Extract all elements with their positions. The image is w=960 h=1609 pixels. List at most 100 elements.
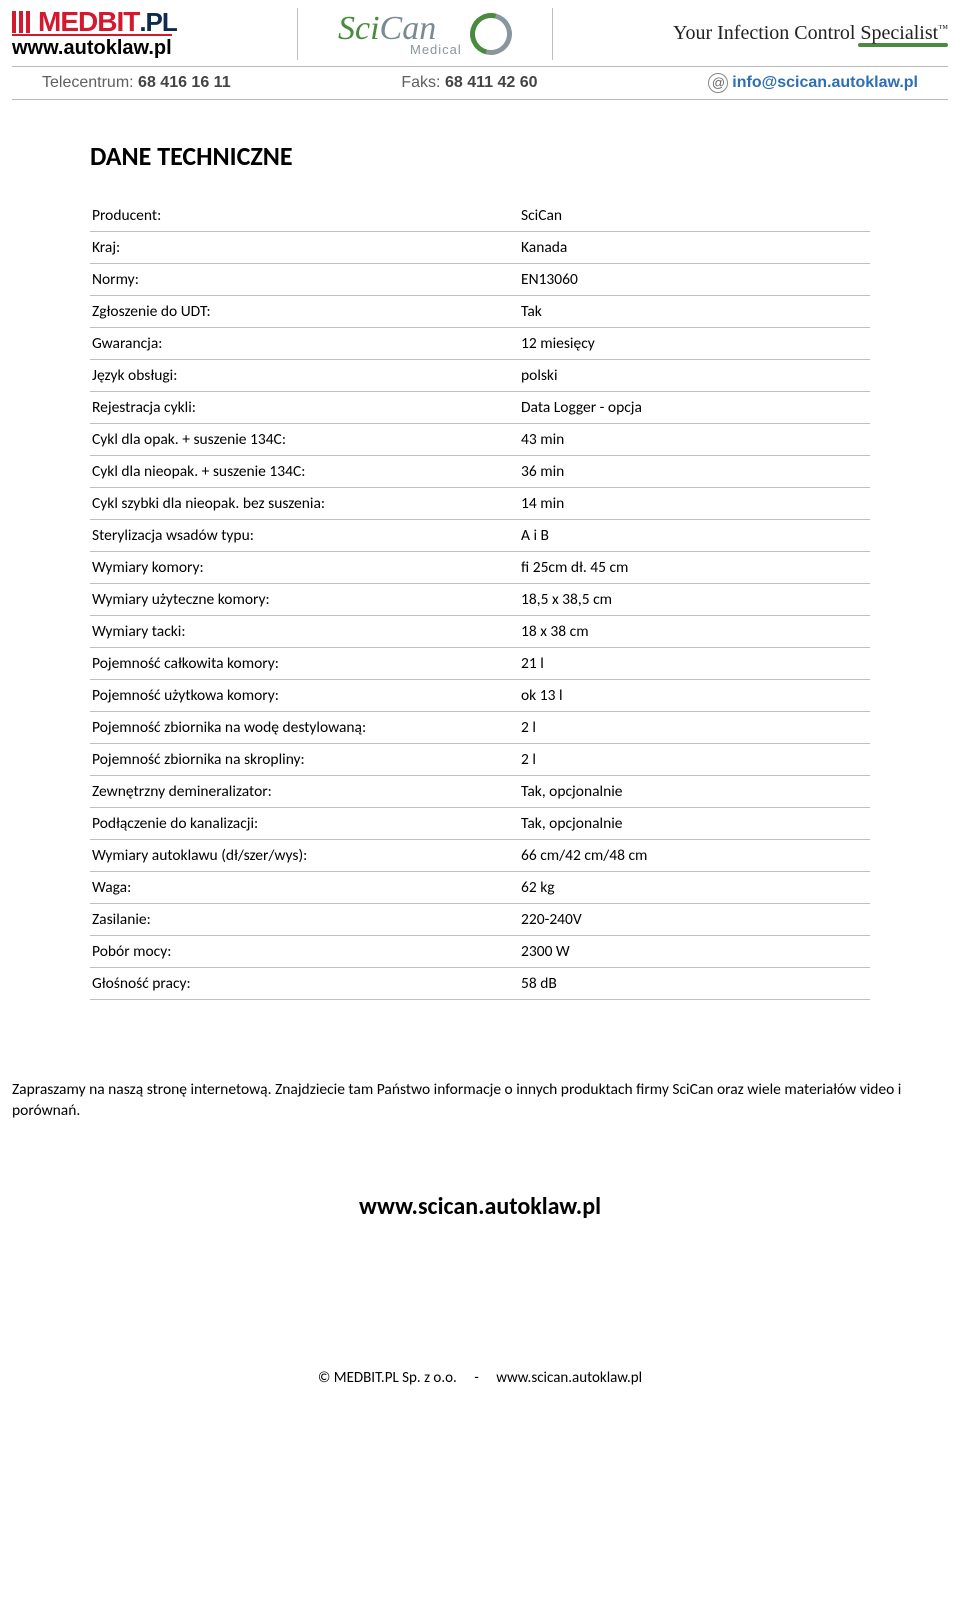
spec-row: Pojemność całkowita komory:21 l <box>90 648 870 680</box>
spec-row: Kraj:Kanada <box>90 232 870 264</box>
spec-value: 21 l <box>519 648 870 680</box>
spec-value: 18,5 x 38,5 cm <box>519 584 870 616</box>
scican-subtext: Medical <box>410 42 462 57</box>
spec-row: Waga:62 kg <box>90 872 870 904</box>
scican-sci: Sci <box>338 10 380 47</box>
spec-row: Wymiary użyteczne komory:18,5 x 38,5 cm <box>90 584 870 616</box>
spec-label: Wymiary autoklawu (dł/szer/wys): <box>90 840 519 872</box>
spec-value: 12 miesięcy <box>519 328 870 360</box>
footer-url: www.scican.autoklaw.pl <box>496 1369 642 1387</box>
spec-value: A i B <box>519 520 870 552</box>
spec-value: polski <box>519 360 870 392</box>
footer-copyright: © MEDBIT.PL Sp. z o.o. <box>318 1369 457 1387</box>
page-header: MEDBIT.PL www.autoklaw.pl SciCan Medical… <box>0 0 960 100</box>
footer-sep: - <box>474 1369 479 1387</box>
logo-row: MEDBIT.PL www.autoklaw.pl SciCan Medical… <box>12 8 948 66</box>
spec-row: Zewnętrzny demineralizator:Tak, opcjonal… <box>90 776 870 808</box>
contact-row: Telecentrum: 68 416 16 11 Faks: 68 411 4… <box>12 66 948 100</box>
spec-value: 43 min <box>519 424 870 456</box>
medbit-tld: .PL <box>139 7 176 37</box>
spec-label: Zasilanie: <box>90 904 519 936</box>
spec-value: Tak, opcjonalnie <box>519 776 870 808</box>
spec-row: Wymiary autoklawu (dł/szer/wys):66 cm/42… <box>90 840 870 872</box>
spec-label: Waga: <box>90 872 519 904</box>
spec-label: Zewnętrzny demineralizator: <box>90 776 519 808</box>
spec-row: Cykl szybki dla nieopak. bez suszenia:14… <box>90 488 870 520</box>
spec-value: 66 cm/42 cm/48 cm <box>519 840 870 872</box>
faks-label: Faks: <box>401 74 440 91</box>
spec-value: Tak, opcjonalnie <box>519 808 870 840</box>
spec-label: Producent: <box>90 200 519 232</box>
email-block: @info@scican.autoklaw.pl <box>708 73 918 93</box>
spec-label: Gwarancja: <box>90 328 519 360</box>
spec-value: SciCan <box>519 200 870 232</box>
tagline: Your Infection Control Specialist™ <box>673 22 948 47</box>
big-url: www.scican.autoklaw.pl <box>10 1192 950 1221</box>
spec-value: ok 13 l <box>519 680 870 712</box>
spec-label: Normy: <box>90 264 519 296</box>
spec-row: Pojemność zbiornika na wodę destylowaną:… <box>90 712 870 744</box>
telecentrum-label: Telecentrum: <box>42 74 134 91</box>
page-footer: © MEDBIT.PL Sp. z o.o. - www.scican.auto… <box>0 1361 960 1411</box>
spec-row: Sterylizacja wsadów typu:A i B <box>90 520 870 552</box>
medbit-bars-icon <box>12 11 34 33</box>
spec-value: Data Logger - opcja <box>519 392 870 424</box>
spec-row: Producent:SciCan <box>90 200 870 232</box>
spec-value: 2 l <box>519 744 870 776</box>
page-title: DANE TECHNICZNE <box>90 140 870 172</box>
medbit-logo-block: MEDBIT.PL www.autoklaw.pl <box>12 8 177 60</box>
spec-row: Pojemność użytkowa komory:ok 13 l <box>90 680 870 712</box>
spec-label: Wymiary komory: <box>90 552 519 584</box>
spec-value: Kanada <box>519 232 870 264</box>
closing-text: Zapraszamy na naszą stronę internetową. … <box>10 1080 950 1122</box>
spec-value: 62 kg <box>519 872 870 904</box>
spec-row: Głośność pracy:58 dB <box>90 968 870 1000</box>
medbit-brand-text: MEDBIT <box>38 6 139 37</box>
spec-label: Pojemność zbiornika na wodę destylowaną: <box>90 712 519 744</box>
spec-label: Rejestracja cykli: <box>90 392 519 424</box>
medbit-url: www.autoklaw.pl <box>12 34 172 60</box>
spec-value: 36 min <box>519 456 870 488</box>
spec-value: 220-240V <box>519 904 870 936</box>
spec-value: EN13060 <box>519 264 870 296</box>
at-icon: @ <box>708 73 728 93</box>
spec-row: Zgłoszenie do UDT:Tak <box>90 296 870 328</box>
telecentrum-value: 68 416 16 11 <box>138 74 231 91</box>
spec-row: Język obsługi:polski <box>90 360 870 392</box>
tagline-tm: ™ <box>938 23 948 34</box>
spec-row: Normy:EN13060 <box>90 264 870 296</box>
scican-logo-block: SciCan Medical <box>297 8 553 60</box>
spec-row: Wymiary komory:fi 25cm dł. 45 cm <box>90 552 870 584</box>
faks: Faks: 68 411 42 60 <box>401 74 537 92</box>
spec-value: Tak <box>519 296 870 328</box>
medbit-logo: MEDBIT.PL <box>12 8 177 36</box>
email-address: info@scican.autoklaw.pl <box>732 74 918 91</box>
spec-row: Rejestracja cykli:Data Logger - opcja <box>90 392 870 424</box>
spec-row: Gwarancja:12 miesięcy <box>90 328 870 360</box>
spec-value: 2 l <box>519 712 870 744</box>
spec-label: Wymiary tacki: <box>90 616 519 648</box>
spec-row: Podłączenie do kanalizacji:Tak, opcjonal… <box>90 808 870 840</box>
spec-label: Cykl dla opak. + suszenie 134C: <box>90 424 519 456</box>
spec-label: Cykl dla nieopak. + suszenie 134C: <box>90 456 519 488</box>
closing-block: Zapraszamy na naszą stronę internetową. … <box>0 1080 960 1221</box>
spec-row: Pojemność zbiornika na skropliny:2 l <box>90 744 870 776</box>
spec-value: 18 x 38 cm <box>519 616 870 648</box>
spec-label: Cykl szybki dla nieopak. bez suszenia: <box>90 488 519 520</box>
scican-wordmark: SciCan Medical <box>338 12 462 57</box>
page-body: DANE TECHNICZNE Producent:SciCanKraj:Kan… <box>0 100 960 1020</box>
spec-value: fi 25cm dł. 45 cm <box>519 552 870 584</box>
spec-row: Zasilanie:220-240V <box>90 904 870 936</box>
spec-label: Kraj: <box>90 232 519 264</box>
spec-label: Głośność pracy: <box>90 968 519 1000</box>
spec-value: 14 min <box>519 488 870 520</box>
spec-row: Pobór mocy:2300 W <box>90 936 870 968</box>
spec-label: Pojemność całkowita komory: <box>90 648 519 680</box>
spec-label: Podłączenie do kanalizacji: <box>90 808 519 840</box>
spec-label: Wymiary użyteczne komory: <box>90 584 519 616</box>
spec-label: Pobór mocy: <box>90 936 519 968</box>
spec-table: Producent:SciCanKraj:KanadaNormy:EN13060… <box>90 200 870 1000</box>
scican-swirl-icon <box>462 5 519 62</box>
spec-value: 58 dB <box>519 968 870 1000</box>
spec-label: Język obsługi: <box>90 360 519 392</box>
